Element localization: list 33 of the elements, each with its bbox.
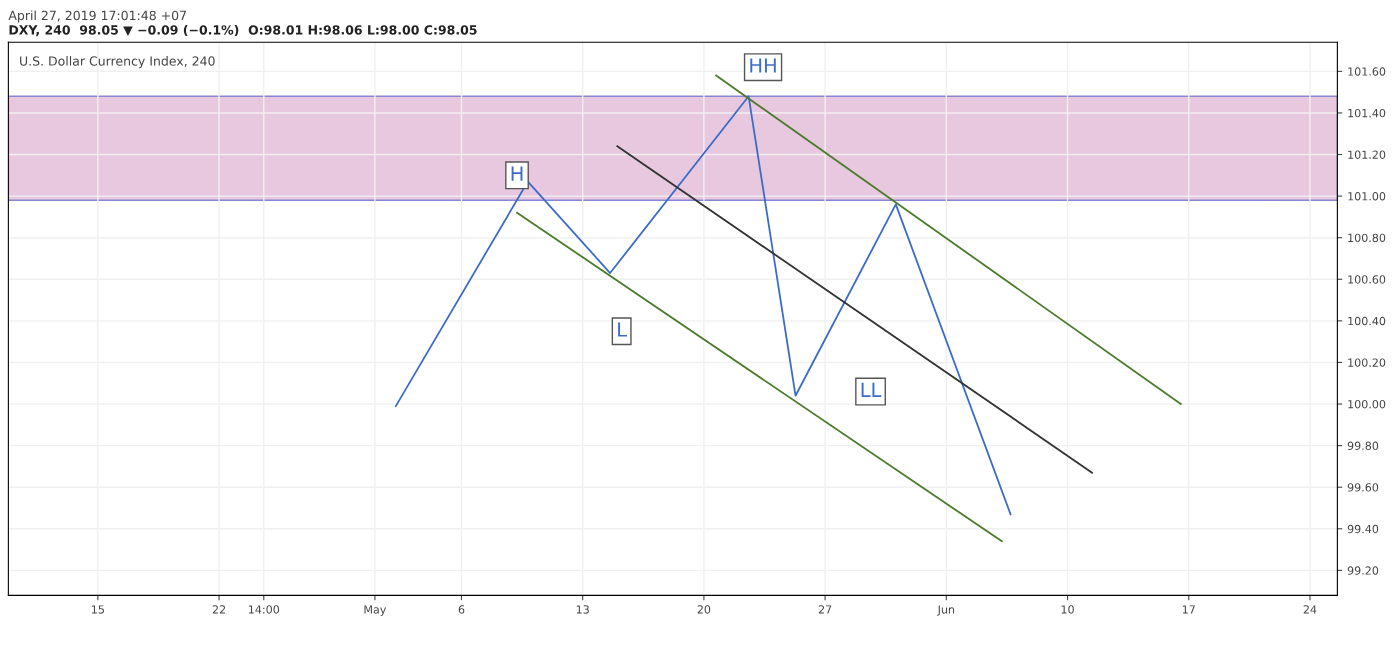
y-tick-label: 99.80 — [1347, 441, 1379, 450]
x-tick-label: 6 — [458, 605, 465, 614]
y-tick-label: 100.00 — [1348, 400, 1386, 409]
y-tick-label: 101.20 — [1348, 150, 1386, 159]
y-tick-label: 101.00 — [1348, 192, 1386, 201]
annotation: H — [511, 166, 523, 181]
y-tick-label: 100.20 — [1348, 358, 1386, 367]
y-tick-label: 100.80 — [1348, 233, 1386, 243]
x-tick-label: Jun — [937, 605, 955, 616]
annotation: LL — [861, 382, 882, 397]
x-tick-label: 10 — [1061, 605, 1074, 614]
x-tick-label: 22 — [212, 605, 226, 614]
line-series — [394, 95, 1012, 516]
x-tick-label: 15 — [91, 605, 104, 614]
x-tick-label: 20 — [697, 605, 711, 614]
text: U.S. Dollar Currency Index, 240 — [20, 56, 215, 69]
x-tick-label: 24 — [1303, 605, 1317, 614]
x-tick-label: 13 — [576, 605, 589, 614]
text: DXY, 240 98.05 ▼ −0.09 (−0.1%) O:98.01 H:98.06 L:98.00 C:98.05 — [9, 24, 477, 37]
y-tick-label: 101.60 — [1348, 67, 1386, 76]
chart-subtitle: April 27, 2019 17:01:48 +07 — [8, 10, 186, 23]
y-tick-label: 101.40 — [1348, 108, 1386, 118]
y-tick-label: 100.40 — [1348, 316, 1386, 326]
y-tick-label: 99.40 — [1347, 524, 1379, 534]
annotation: L — [618, 322, 627, 337]
x-tick-label: 17 — [1182, 605, 1195, 614]
x-tick-label: 14:00 — [248, 605, 280, 614]
y-tick-label: 99.20 — [1347, 566, 1379, 575]
x-tick-label: 27 — [818, 605, 832, 614]
x-tick-label: May — [364, 605, 387, 616]
y-tick-label: 99.60 — [1347, 483, 1379, 492]
annotation: HH — [750, 58, 776, 73]
y-tick-label: 100.60 — [1348, 275, 1386, 284]
